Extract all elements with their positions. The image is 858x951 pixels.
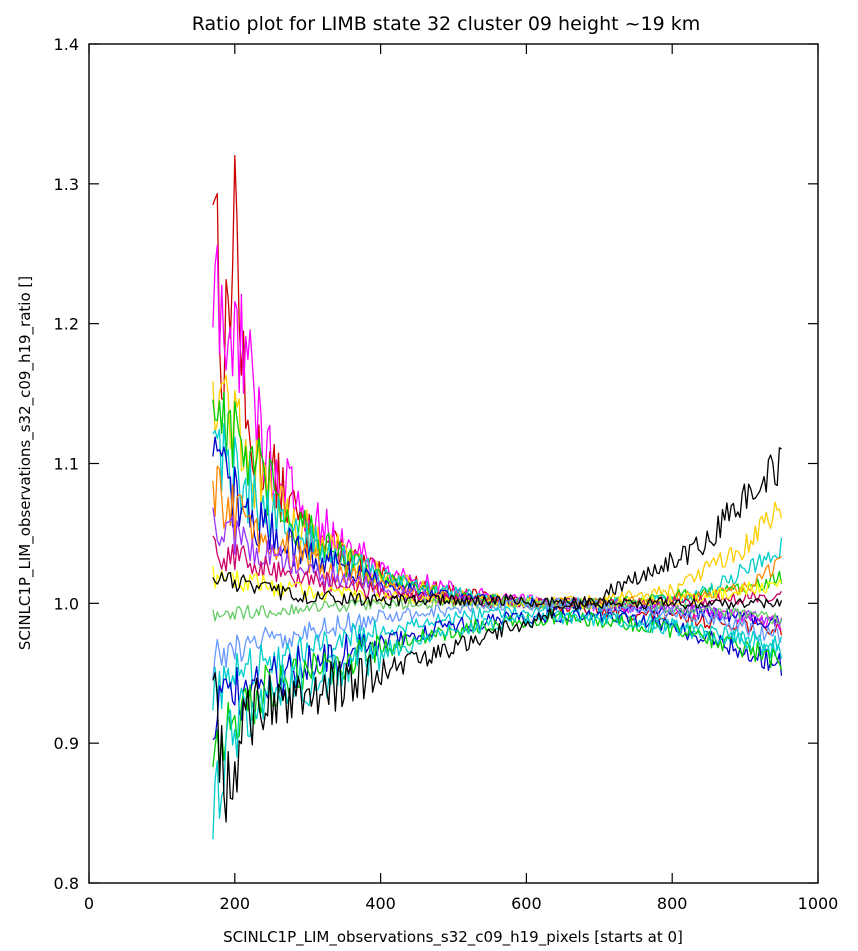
series-layer xyxy=(212,155,783,840)
series-line xyxy=(212,535,783,610)
x-tick-label: 1000 xyxy=(798,894,839,913)
series-line xyxy=(212,447,782,823)
series-line xyxy=(212,566,783,610)
x-tick-label: 400 xyxy=(365,894,396,913)
series-line xyxy=(212,597,782,679)
y-tick-label: 1.3 xyxy=(54,175,79,194)
series-line xyxy=(212,605,783,711)
series-line xyxy=(212,610,783,840)
y-tick-label: 1.4 xyxy=(54,35,79,54)
series-line xyxy=(212,597,783,625)
plot-frame xyxy=(88,43,819,884)
y-tick-label: 0.8 xyxy=(54,874,79,893)
x-tick-label: 800 xyxy=(657,894,688,913)
series-line xyxy=(212,610,783,773)
series-line xyxy=(212,155,783,636)
chart-title: Ratio plot for LIMB state 32 cluster 09 … xyxy=(192,13,701,35)
series-line xyxy=(212,571,783,610)
y-tick-label: 1.2 xyxy=(54,315,79,334)
ticks-layer: 0 200 400 600 800 1000 0.8 0.9 1.0 1.1 1.2 1.3 1.4 xyxy=(54,35,839,913)
series-line xyxy=(212,244,782,631)
y-tick-label: 1.0 xyxy=(54,594,79,613)
y-axis-label: SCINLC1P_LIM_observations_s32_c09_h19_ra… xyxy=(16,276,35,650)
x-tick-label: 0 xyxy=(84,894,94,913)
y-tick-label: 0.9 xyxy=(54,734,79,753)
x-tick-label: 200 xyxy=(220,894,251,913)
x-tick-label: 600 xyxy=(511,894,542,913)
x-axis-label: SCINLC1P_LIM_observations_s32_c09_h19_pi… xyxy=(223,928,683,947)
y-tick-label: 1.1 xyxy=(54,455,79,474)
series-line xyxy=(212,422,783,610)
